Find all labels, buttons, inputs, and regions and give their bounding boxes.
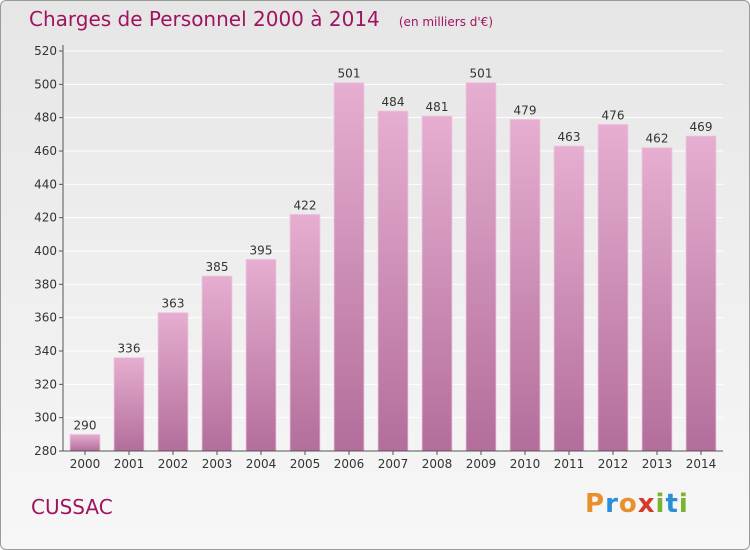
bar (245, 258, 277, 452)
city-name: CUSSAC (31, 495, 113, 519)
logo-letter: P (585, 489, 606, 519)
data-label: 290 (74, 418, 97, 432)
bar (201, 275, 233, 452)
bar (157, 312, 189, 452)
data-label: 462 (646, 132, 669, 146)
data-label: 395 (250, 243, 273, 257)
data-label: 463 (558, 130, 581, 144)
y-tick-label: 520 (34, 44, 57, 58)
data-label: 469 (690, 120, 713, 134)
data-label: 336 (118, 342, 141, 356)
x-tick-label: 2001 (114, 457, 145, 471)
x-tick-label: 2007 (378, 457, 409, 471)
data-label: 476 (602, 108, 625, 122)
y-tick-label: 480 (34, 111, 57, 125)
bar (377, 110, 409, 452)
x-tick-label: 2002 (158, 457, 189, 471)
data-label: 481 (426, 100, 449, 114)
bar (465, 82, 497, 452)
logo-letter: i (678, 489, 689, 519)
bar (421, 115, 453, 452)
logo-letter: o (618, 489, 638, 519)
x-tick-label: 2011 (554, 457, 585, 471)
y-tick-label: 280 (34, 444, 57, 458)
logo-letter: r (605, 489, 619, 519)
data-label: 484 (382, 95, 405, 109)
bar (333, 82, 365, 452)
labels: 280 300 320 340 360 380 400 420 440 460 480 500 520 2… (34, 44, 716, 471)
x-tick-label: 2012 (598, 457, 629, 471)
logo-letter: x (637, 489, 656, 519)
bar (509, 118, 541, 452)
x-tick-label: 2008 (422, 457, 453, 471)
bar (597, 123, 629, 452)
x-tick-label: 2010 (510, 457, 541, 471)
bar (685, 135, 717, 452)
bars (69, 82, 717, 452)
data-label: 363 (162, 297, 185, 311)
y-tick-label: 300 (34, 411, 57, 425)
y-tick-label: 500 (34, 77, 57, 91)
logo-letter: t (665, 489, 679, 519)
y-tick-label: 440 (34, 177, 57, 191)
y-tick-label: 360 (34, 311, 57, 325)
y-tick-label: 380 (34, 277, 57, 291)
x-tick-label: 2009 (466, 457, 497, 471)
x-tick-label: 2004 (246, 457, 277, 471)
x-tick-label: 2005 (290, 457, 321, 471)
bar (641, 147, 673, 452)
x-tick-label: 2006 (334, 457, 365, 471)
chart-header: Charges de Personnel 2000 à 2014 (en mil… (29, 7, 493, 31)
x-tick-label: 2000 (70, 457, 101, 471)
chart-title: Charges de Personnel 2000 à 2014 (29, 7, 380, 31)
x-tick-label: 2003 (202, 457, 233, 471)
unit-note: (en milliers d'€) (398, 15, 493, 29)
y-tick-label: 420 (34, 211, 57, 225)
bar (553, 145, 585, 452)
axes (59, 45, 723, 455)
bar (289, 213, 321, 452)
x-tick-label: 2014 (686, 457, 717, 471)
y-tick-label: 460 (34, 144, 57, 158)
bar (113, 357, 145, 452)
y-tick-label: 340 (34, 344, 57, 358)
bar (69, 433, 101, 452)
y-tick-label: 400 (34, 244, 57, 258)
y-tick-label: 320 (34, 377, 57, 391)
data-label: 479 (514, 103, 537, 117)
data-label: 385 (206, 260, 229, 274)
proxiti-logo[interactable]: Proxiti (585, 489, 689, 519)
data-label: 501 (470, 67, 493, 81)
logo-letter: i (655, 489, 666, 519)
x-tick-label: 2013 (642, 457, 673, 471)
data-label: 501 (338, 67, 361, 81)
data-label: 422 (294, 198, 317, 212)
